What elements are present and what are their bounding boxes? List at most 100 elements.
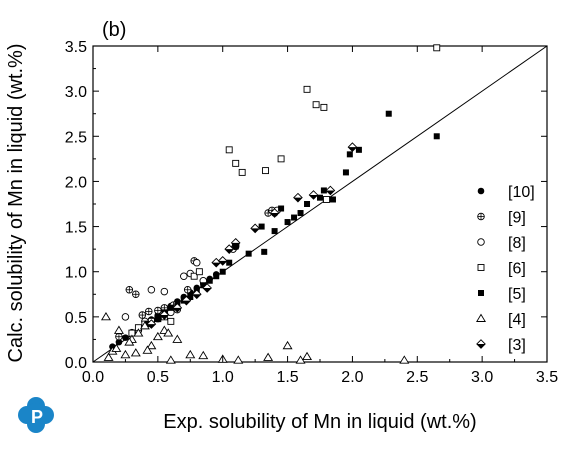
data-point-half-diamond: [293, 192, 303, 203]
data-point-circle-plus: [154, 306, 162, 315]
data-point-open-triangle: [263, 352, 274, 361]
markers-group: [100, 44, 441, 364]
data-point-filled-square: [385, 110, 392, 117]
y-axis-title: Calc. solubility of Mn in liquid (wt.%): [5, 44, 27, 363]
y-tick-label: 2.0: [65, 174, 87, 191]
legend-label: [4]: [508, 312, 526, 329]
data-point-filled-square: [304, 201, 311, 207]
data-point-filled-circle: [122, 334, 129, 341]
legend-label: [8]: [508, 235, 526, 252]
y-tick-label: 3.5: [65, 39, 87, 56]
legend: [10] [9] [8] [6] [5] [4] [3]: [476, 184, 535, 354]
data-point-filled-square: [291, 214, 298, 221]
data-point-filled-square: [284, 219, 291, 226]
data-point-filled-square: [167, 304, 174, 311]
y-tick-label: 1.0: [65, 265, 87, 282]
data-point-open-circle: [160, 287, 169, 296]
legend-marker-open-circle: [477, 238, 485, 246]
x-tick-label: 2.0: [341, 369, 363, 386]
data-point-open-triangle: [100, 311, 111, 321]
legend-marker-open-square: [477, 264, 485, 271]
data-point-filled-square: [219, 268, 226, 275]
data-point-open-square: [262, 167, 269, 175]
data-point-open-triangle: [124, 337, 135, 346]
data-point-half-diamond: [250, 223, 260, 234]
data-point-half-diamond: [172, 302, 183, 313]
x-tick-label: 0.5: [147, 369, 169, 386]
data-point-half-diamond: [308, 190, 319, 200]
y-tick-label: 1.5: [65, 220, 87, 237]
legend-marker-half-diamond: [476, 339, 486, 349]
data-point-filled-square: [317, 194, 323, 201]
data-point-open-square: [238, 168, 246, 176]
data-point-open-triangle: [302, 351, 313, 361]
panel-label: (b): [102, 19, 126, 41]
data-point-filled-square: [200, 282, 207, 289]
x-tick-label: 1.5: [276, 369, 298, 386]
data-point-open-square: [232, 159, 240, 167]
data-point-open-triangle: [113, 325, 124, 334]
data-point-half-diamond: [191, 289, 202, 300]
data-point-open-triangle: [133, 328, 144, 337]
legend-label: [5]: [508, 286, 526, 303]
data-point-filled-circle: [115, 338, 123, 346]
data-point-filled-square: [278, 205, 285, 212]
data-point-filled-square: [346, 151, 353, 158]
legend-label: [9]: [508, 210, 526, 227]
data-point-open-square: [433, 44, 441, 52]
data-point-open-square: [323, 196, 330, 203]
legend-label: [3]: [508, 337, 526, 354]
x-axis-title: Exp. solubility of Mn in liquid (wt.%): [163, 411, 476, 433]
data-point-filled-square: [271, 228, 278, 235]
data-point-filled-square: [329, 196, 336, 203]
data-point-half-diamond: [269, 208, 280, 218]
data-point-circle-plus: [132, 290, 140, 299]
data-point-open-square: [303, 85, 311, 93]
data-point-circle-plus: [125, 286, 134, 294]
axes-group: 0.0 0.5 1.0 1.5 2.0 2.5 3.0 3.5 0.0 0.5 1.0 1.5 2.0 2…: [65, 39, 558, 386]
data-point-open-circle: [193, 258, 201, 267]
legend-marker-open-triangle: [476, 313, 486, 322]
legend-marker-filled-circle: [477, 187, 485, 195]
data-point-half-diamond: [325, 185, 336, 196]
data-point-half-diamond: [202, 283, 212, 293]
data-point-open-triangle: [163, 328, 174, 337]
y-tick-label: 0.5: [65, 310, 87, 327]
data-point-circle-plus: [138, 311, 147, 319]
data-point-filled-square: [297, 210, 304, 217]
data-point-filled-square: [187, 293, 194, 300]
data-point-open-triangle: [282, 340, 293, 350]
data-point-open-square: [195, 268, 203, 276]
data-point-half-diamond: [159, 310, 170, 320]
data-point-filled-square: [261, 248, 268, 255]
data-point-half-diamond: [347, 142, 358, 152]
legend-marker-filled-square: [478, 290, 484, 296]
data-point-open-triangle: [120, 349, 131, 359]
x-tick-label: 3.5: [536, 369, 558, 386]
data-point-open-square: [320, 103, 328, 111]
data-point-filled-square: [355, 146, 362, 153]
legend-label: [10]: [508, 184, 535, 201]
data-point-filled-square: [342, 169, 349, 176]
x-tick-label: 0.0: [82, 369, 104, 386]
data-point-filled-square: [433, 133, 440, 140]
y-tick-label: 0.0: [65, 355, 87, 372]
data-point-circle-plus: [183, 286, 192, 294]
data-point-open-square: [277, 155, 285, 163]
data-point-open-triangle: [152, 331, 163, 341]
data-point-open-square: [167, 317, 175, 325]
data-point-open-triangle: [139, 321, 150, 330]
x-tick-label: 1.0: [212, 369, 234, 386]
data-point-circle-plus: [145, 307, 153, 316]
data-point-filled-square: [226, 259, 233, 266]
y-tick-label: 3.0: [65, 84, 87, 101]
data-point-filled-square: [245, 250, 252, 257]
data-point-open-triangle: [172, 334, 183, 343]
data-point-open-circle: [121, 313, 130, 321]
data-point-half-diamond: [224, 244, 235, 254]
x-tick-label: 3.0: [471, 369, 493, 386]
data-point-open-circle: [180, 272, 188, 280]
data-point-open-triangle: [103, 352, 114, 361]
data-point-half-diamond: [146, 319, 157, 329]
